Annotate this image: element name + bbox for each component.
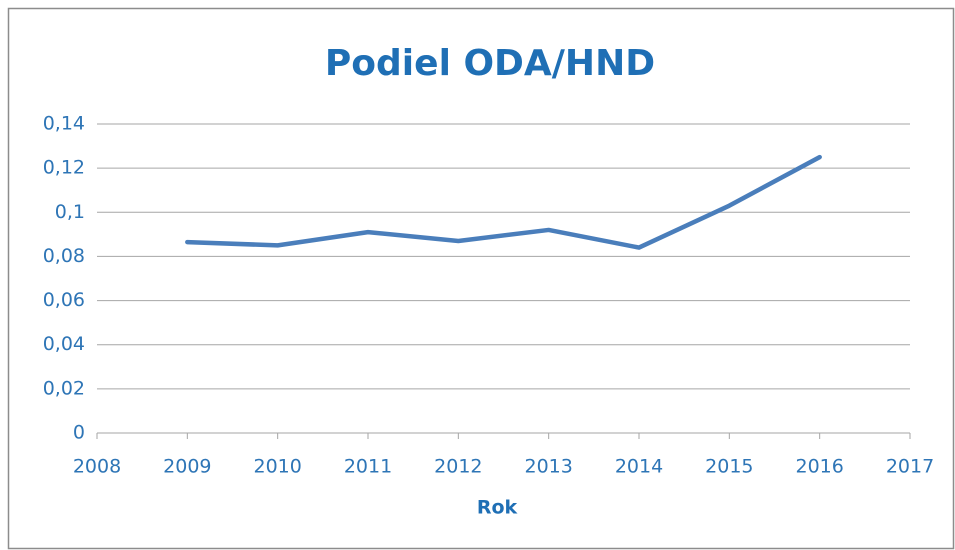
chart-title: Podiel ODA/HND — [325, 43, 655, 84]
y-tick-label: 0,12 — [43, 157, 85, 179]
x-tick-label: 2011 — [344, 456, 392, 478]
x-tick-label: 2016 — [795, 456, 843, 478]
y-tick-label: 0,14 — [43, 113, 85, 135]
x-tick-label: 2008 — [73, 456, 121, 478]
x-axis-label: Rok — [477, 497, 518, 519]
x-tick-label: 2017 — [886, 456, 934, 478]
x-tick-label: 2014 — [615, 456, 663, 478]
x-tick-label: 2013 — [524, 456, 572, 478]
y-tick-label: 0,04 — [43, 333, 85, 355]
x-tick-label: 2010 — [253, 456, 301, 478]
y-tick-label: 0,06 — [43, 289, 85, 311]
chart-frame — [7, 7, 955, 550]
y-tick-label: 0,08 — [43, 245, 85, 267]
y-tick-label: 0,1 — [55, 201, 85, 223]
x-tick-label: 2015 — [705, 456, 753, 478]
data-line — [185, 154, 822, 250]
y-tick-label: 0 — [73, 422, 85, 444]
x-tick-label: 2009 — [163, 456, 211, 478]
x-tick-label: 2012 — [434, 456, 482, 478]
y-tick-label: 0,02 — [43, 377, 85, 399]
